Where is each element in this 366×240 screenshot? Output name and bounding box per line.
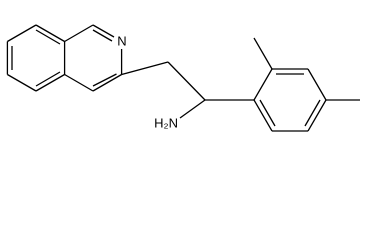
- molecule-diagram: N H₂N: [6, 24, 360, 132]
- bonds: [6, 24, 360, 132]
- atom-label: N: [117, 33, 126, 48]
- atom-label: H₂N: [154, 115, 178, 130]
